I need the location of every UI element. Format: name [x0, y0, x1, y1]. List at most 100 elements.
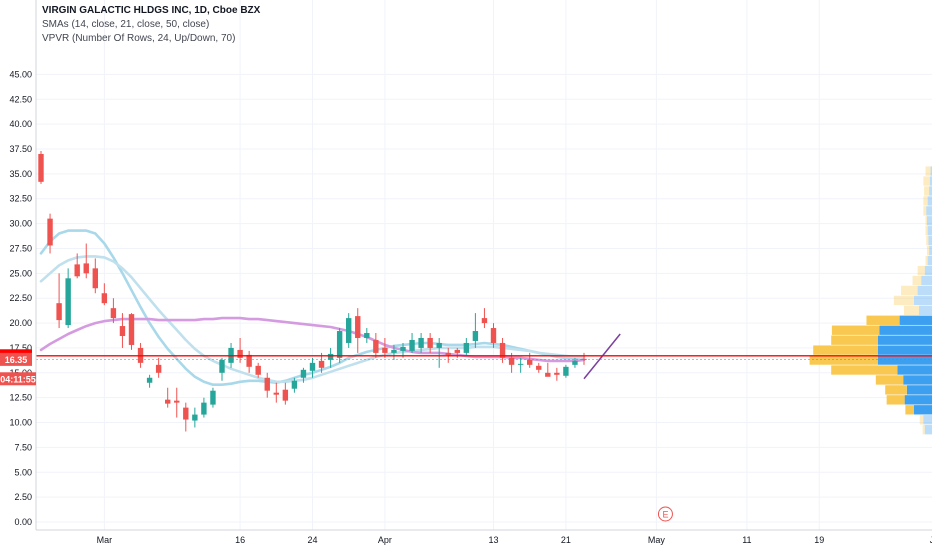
volume-profile-up-bar: [878, 335, 932, 345]
candle-body: [210, 390, 216, 405]
candle-body: [56, 303, 62, 321]
earnings-marker-label: E: [662, 510, 668, 520]
y-axis[interactable]: 0.002.505.007.5010.0012.5015.0017.5020.0…: [0, 0, 37, 530]
volume-profile-down-bar: [917, 265, 925, 276]
volume-profile-up-bar: [897, 365, 932, 375]
volume-profile-down-bar: [903, 305, 920, 316]
current-price-line: [36, 355, 932, 360]
candle-body: [318, 360, 325, 368]
candle-body: [346, 318, 352, 343]
candle-body: [155, 364, 162, 373]
x-tick-label: 13: [488, 535, 498, 545]
volume-profile-up-bar: [927, 196, 932, 206]
volume-profile-up-bar: [926, 206, 932, 216]
candle-body: [481, 318, 488, 324]
price-label-text: 16.35: [5, 355, 28, 365]
volume-profile-up-bar: [927, 226, 932, 236]
candle-body: [92, 268, 98, 289]
candle-body: [454, 349, 460, 353]
y-tick-label: 17.50: [9, 343, 32, 353]
candle-body: [246, 354, 252, 367]
x-tick-label: Jun: [930, 535, 932, 545]
volume-profile-down-bar: [925, 216, 927, 226]
candle-body: [146, 377, 153, 383]
volume-profile-up-bar: [929, 245, 932, 256]
candle-body: [110, 308, 117, 319]
y-tick-label: 25.00: [9, 268, 32, 278]
volume-profile-down-bar: [831, 325, 880, 335]
candle-body: [174, 400, 180, 403]
vpvr-indicator-label[interactable]: VPVR (Number Of Rows, 24, Up/Down, 70): [42, 33, 236, 44]
candlesticks: [38, 150, 587, 432]
volume-profile-down-bar: [924, 186, 930, 196]
x-tick-label: 21: [561, 535, 571, 545]
candle-body: [445, 352, 451, 355]
y-tick-label: 12.50: [9, 393, 32, 403]
price-label-text: 04:11:55: [0, 374, 36, 384]
volume-profile-up-bar: [899, 315, 932, 325]
candle-body: [472, 331, 479, 341]
volume-profile-down-bar: [809, 355, 878, 365]
candle-body: [409, 339, 415, 351]
volume-profile-up-bar: [921, 275, 932, 286]
candle-body: [192, 414, 198, 421]
candle-body: [355, 316, 361, 338]
chart-grid: [36, 0, 932, 530]
x-axis[interactable]: Mar1624Apr1321May1119Jun1523Jul1321: [36, 529, 932, 545]
y-tick-label: 42.50: [9, 94, 32, 104]
volume-profile-down-bar: [893, 295, 914, 306]
volume-profile-down-bar: [901, 285, 918, 296]
volume-profile-up-bar: [923, 415, 932, 425]
y-tick-label: 37.50: [9, 144, 32, 154]
candle-body: [499, 342, 506, 358]
candle-body: [536, 365, 542, 370]
y-tick-label: 45.00: [9, 69, 32, 79]
x-tick-label: May: [648, 535, 666, 545]
earnings-marker-circle[interactable]: [657, 506, 673, 522]
volume-profile-up-bar: [926, 216, 932, 226]
candle-body: [545, 372, 551, 377]
candle-body: [47, 218, 53, 246]
x-tick-label: 16: [235, 535, 245, 545]
candle-body: [490, 328, 497, 343]
y-tick-label: 0.00: [14, 517, 32, 527]
y-tick-label: 30.00: [9, 219, 32, 229]
volume-profile-down-bar: [831, 335, 878, 345]
volume-profile-up-bar: [929, 176, 932, 186]
volume-profile-up-bar: [914, 405, 932, 415]
price-label-box: [0, 352, 32, 366]
volume-profile-up-bar: [929, 186, 932, 196]
sma-indicator-label[interactable]: SMAs (14, close, 21, close, 50, close): [42, 19, 210, 30]
x-tick-label: 11: [742, 535, 751, 545]
volume-profile-down-bar: [923, 206, 927, 216]
volume-profile-up-bar: [903, 375, 932, 385]
x-tick-label: 19: [814, 535, 824, 545]
earnings-marker[interactable]: E: [657, 506, 673, 522]
volume-profile-down-bar: [886, 395, 905, 405]
candle-body: [83, 263, 89, 274]
candle-body: [382, 347, 388, 353]
candle-body: [201, 402, 207, 415]
candle-body: [436, 342, 442, 348]
volume-profile-up-bar: [924, 425, 932, 435]
volume-profile-up-bar: [919, 305, 932, 316]
candle-body: [264, 377, 270, 391]
candle-body: [282, 389, 289, 401]
candle-body: [38, 153, 44, 182]
y-tick-label: 2.50: [14, 492, 32, 502]
candle-body: [463, 342, 470, 353]
candle-body: [101, 293, 108, 304]
volume-profile-down-bar: [925, 255, 928, 266]
volume-profile-up-bar: [917, 285, 932, 296]
volume-profile-down-bar: [925, 226, 928, 236]
y-tick-label: 32.50: [9, 194, 32, 204]
volume-profile-up-bar: [930, 166, 932, 176]
candle-body: [65, 278, 71, 326]
candle-body: [165, 399, 171, 404]
y-tick-label: 27.50: [9, 243, 32, 253]
candle-body: [183, 407, 189, 420]
symbol-title[interactable]: VIRGIN GALACTIC HLDGS INC, 1D, Cboe BZX: [42, 5, 261, 16]
candle-body: [128, 314, 135, 345]
candle-body: [572, 360, 578, 365]
